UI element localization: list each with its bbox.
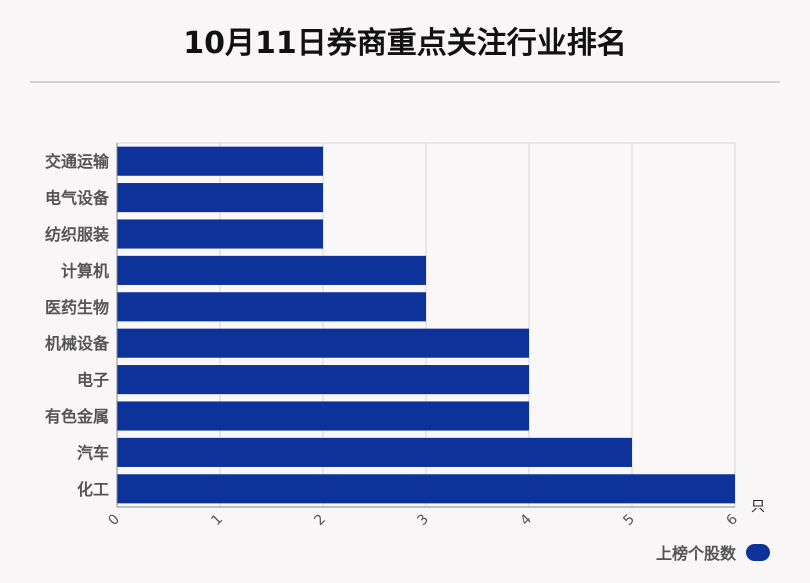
- title-divider: [30, 81, 780, 83]
- x-tick-label: 3: [414, 511, 432, 529]
- category-label: 有色金属: [45, 407, 109, 426]
- category-label: 电气设备: [45, 189, 110, 208]
- category-label: 医药生物: [45, 298, 109, 317]
- chart-title: 10月11日券商重点关注行业排名: [183, 26, 627, 61]
- bar: [117, 219, 323, 249]
- bar: [117, 183, 323, 213]
- category-label: 交通运输: [45, 152, 110, 171]
- x-tick-label: 4: [517, 511, 535, 529]
- x-tick-label: 2: [311, 511, 329, 529]
- bar: [117, 437, 632, 467]
- bar: [117, 401, 529, 431]
- category-label: 电子: [77, 371, 109, 390]
- bar: [117, 365, 529, 395]
- bar: [117, 255, 426, 285]
- x-tick-label: 0: [105, 511, 123, 529]
- bar: [117, 474, 735, 504]
- category-label: 纺织服装: [45, 225, 109, 244]
- bar: [117, 146, 323, 176]
- bar: [117, 292, 426, 322]
- x-tick-label: 1: [208, 511, 226, 529]
- bar: [117, 328, 529, 358]
- x-axis-unit-label: 只: [751, 499, 765, 515]
- legend: 上榜个股数: [656, 540, 770, 564]
- x-tick-label: 6: [723, 511, 741, 529]
- category-label: 计算机: [61, 261, 109, 280]
- legend-label: 上榜个股数: [655, 544, 736, 563]
- category-label: 机械设备: [45, 334, 110, 353]
- category-label: 化工: [77, 480, 109, 499]
- x-tick-label: 5: [620, 511, 638, 529]
- legend-swatch: [746, 543, 770, 561]
- category-label: 汽车: [77, 443, 109, 462]
